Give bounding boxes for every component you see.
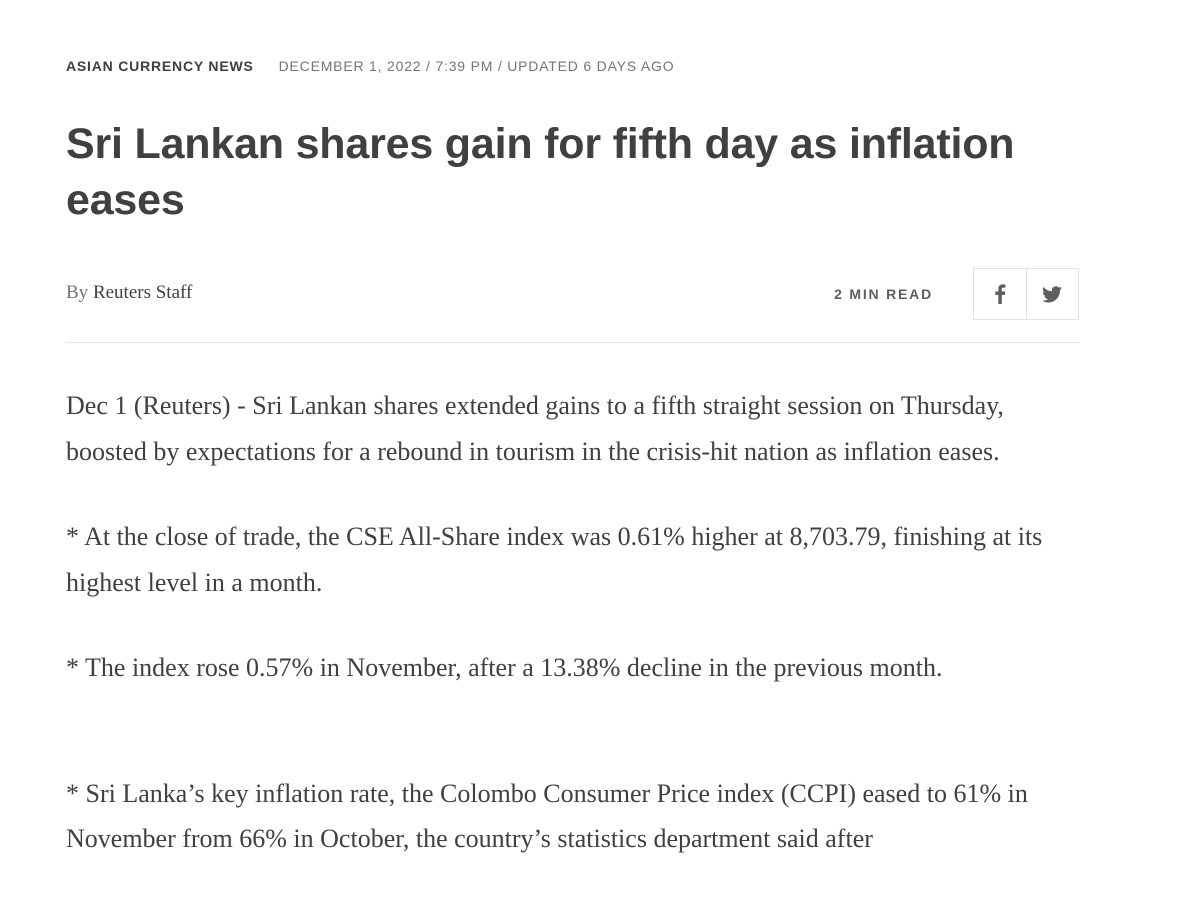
header-divider (66, 342, 1079, 343)
read-time: 2 MIN READ (834, 286, 933, 302)
dateline: DECEMBER 1, 2022 / 7:39 PM / UPDATED 6 D… (278, 58, 675, 74)
byline: By Reuters Staff (66, 282, 192, 304)
article-meta: ASIAN CURRENCY NEWS DECEMBER 1, 2022 / 7:… (66, 58, 674, 74)
twitter-icon (1042, 285, 1063, 302)
byline-row: By Reuters Staff 2 MIN READ (66, 268, 1079, 321)
section-link[interactable]: ASIAN CURRENCY NEWS (66, 58, 254, 74)
author-link[interactable]: Reuters Staff (92, 282, 193, 303)
article-body: Dec 1 (Reuters) - Sri Lankan shares exte… (66, 383, 1079, 902)
facebook-icon (995, 284, 1006, 304)
body-paragraph: Dec 1 (Reuters) - Sri Lankan shares exte… (66, 391, 1004, 466)
body-paragraph: * At the close of trade, the CSE All-Sha… (66, 522, 1043, 597)
byline-prefix: By (66, 282, 89, 303)
body-paragraph: * Sri Lanka’s key inflation rate, the Co… (66, 778, 1028, 854)
twitter-share-button[interactable] (1025, 269, 1079, 319)
body-paragraph: * The index rose 0.57% in November, afte… (66, 653, 943, 682)
share-buttons (973, 268, 1079, 320)
article-headline: Sri Lankan shares gain for fifth day as … (66, 120, 1015, 224)
facebook-share-button[interactable] (974, 269, 1026, 319)
